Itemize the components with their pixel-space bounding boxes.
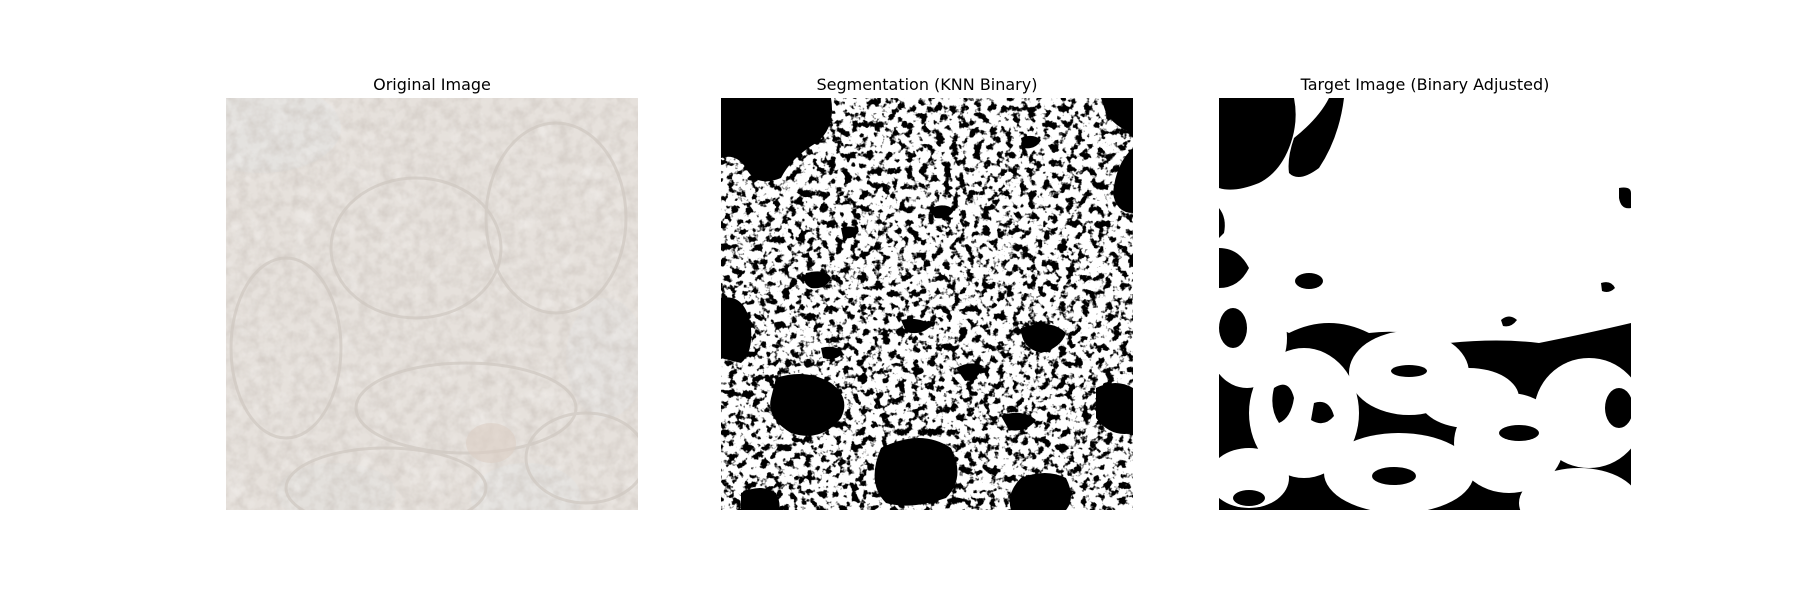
- target-mask: [1219, 98, 1631, 510]
- panel-title-original: Original Image: [373, 75, 491, 94]
- original-micrograph: [226, 98, 638, 510]
- segmentation-mask: [721, 98, 1133, 510]
- panel-target: Target Image (Binary Adjusted): [1219, 0, 1631, 600]
- panel-title-target: Target Image (Binary Adjusted): [1300, 75, 1550, 94]
- panel-segmentation: Segmentation (KNN Binary): [721, 0, 1133, 600]
- panel-title-segmentation: Segmentation (KNN Binary): [816, 75, 1038, 94]
- panel-original: Original Image: [226, 0, 638, 600]
